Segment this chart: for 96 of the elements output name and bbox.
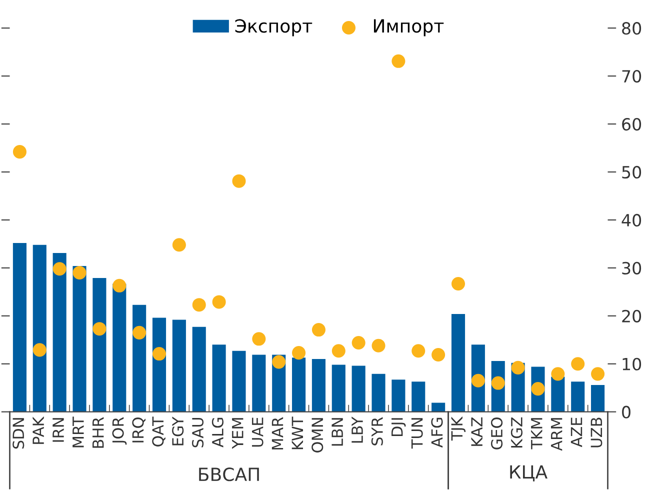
- point: [432, 348, 446, 362]
- x-tick-label: ALG: [212, 418, 224, 448]
- bar: [551, 376, 565, 412]
- x-tick-label: MRT: [72, 416, 84, 448]
- point: [112, 278, 126, 292]
- x-tick-label: TUN: [411, 418, 423, 449]
- x-tick-label: JOR: [112, 417, 127, 445]
- x-tick-label: TJK: [451, 416, 466, 441]
- point: [232, 174, 246, 188]
- y-tick-label: 80: [622, 22, 642, 35]
- point: [571, 357, 585, 371]
- point: [412, 344, 426, 358]
- point: [192, 298, 206, 312]
- bar: [52, 253, 66, 412]
- bar: [591, 384, 605, 412]
- bar: [112, 284, 126, 412]
- x-tick-label: UZB: [590, 418, 602, 448]
- x-tick-label: SAU: [192, 418, 204, 448]
- point: [451, 276, 466, 291]
- x-tick-label: ARM: [550, 418, 562, 451]
- point: [312, 323, 326, 337]
- bar: [392, 380, 406, 412]
- bar: [451, 314, 466, 412]
- x-tick-label: KWT: [292, 416, 303, 450]
- point: [52, 262, 66, 276]
- bar: [412, 382, 426, 412]
- point: [392, 54, 406, 68]
- point: [252, 332, 266, 346]
- point: [591, 367, 605, 381]
- bar: [332, 364, 346, 412]
- x-tick-label: TKM: [531, 418, 542, 450]
- point: [212, 295, 226, 309]
- point: [531, 382, 545, 396]
- x-tick-label: LBY: [352, 416, 363, 443]
- bar: [172, 320, 186, 412]
- x-axis-title: БВСАП: [199, 468, 259, 482]
- bar: [571, 382, 585, 412]
- x-tick-label: IRN: [52, 418, 64, 442]
- x-tick-label: MAR: [272, 417, 284, 450]
- bar: [92, 278, 106, 412]
- x-tick-label: PAK: [32, 416, 44, 444]
- x-tick-label: SYR: [371, 417, 383, 446]
- point: [172, 238, 186, 252]
- bar: [292, 358, 306, 412]
- point: [152, 347, 166, 361]
- x-tick-label: AFG: [431, 418, 443, 448]
- point: [72, 266, 86, 280]
- bar: [312, 359, 326, 412]
- x-tick-label: QAT: [152, 416, 166, 446]
- x-tick-label: DJI: [392, 418, 406, 436]
- point: [132, 326, 146, 340]
- x-tick-label: GEO: [490, 418, 503, 450]
- x-tick-label: SDN: [12, 418, 24, 449]
- y-tick-label: 40: [622, 214, 642, 227]
- x-tick-label: BHR: [92, 417, 104, 448]
- point: [551, 367, 565, 381]
- y-tick-label: 50: [622, 166, 642, 179]
- legend-label: Экспорт: [235, 19, 312, 36]
- y-tick-label: 10: [622, 358, 642, 370]
- x-tick-label: YEM: [232, 418, 244, 449]
- x-tick-label: IRQ: [132, 418, 146, 442]
- point: [12, 145, 26, 159]
- bar: [352, 366, 366, 412]
- y-tick-label: 0: [622, 406, 630, 418]
- y-tick-label: 60: [622, 118, 642, 131]
- point: [272, 355, 286, 369]
- x-tick-label: LBN: [332, 418, 343, 446]
- point: [92, 322, 106, 336]
- point: [32, 343, 46, 357]
- bar: [12, 242, 26, 412]
- bar: [32, 244, 46, 412]
- x-tick-label: OMN: [312, 418, 324, 452]
- point: [372, 338, 386, 352]
- bar: [72, 266, 86, 412]
- point: [471, 374, 485, 388]
- point: [511, 360, 525, 374]
- bar: [372, 374, 386, 412]
- bar: [252, 354, 266, 412]
- y-tick-label: 70: [622, 70, 642, 83]
- point: [352, 336, 366, 350]
- x-tick-label: AZE: [570, 418, 582, 448]
- x-tick-label: EGY: [172, 416, 184, 446]
- bar: [192, 326, 206, 412]
- point: [491, 376, 505, 390]
- bar: [212, 344, 226, 412]
- point: [332, 344, 346, 358]
- x-tick-label: KAZ: [471, 417, 482, 446]
- x-tick-label: KGZ: [510, 417, 522, 448]
- point: [292, 346, 306, 360]
- bar: [232, 350, 246, 412]
- bar: [432, 402, 446, 412]
- x-axis-title: КЦА: [510, 465, 548, 482]
- legend-label: Импорт: [374, 19, 444, 36]
- y-tick-label: 30: [622, 262, 642, 274]
- y-tick-label: 20: [622, 310, 642, 322]
- x-tick-label: UAE: [252, 418, 264, 447]
